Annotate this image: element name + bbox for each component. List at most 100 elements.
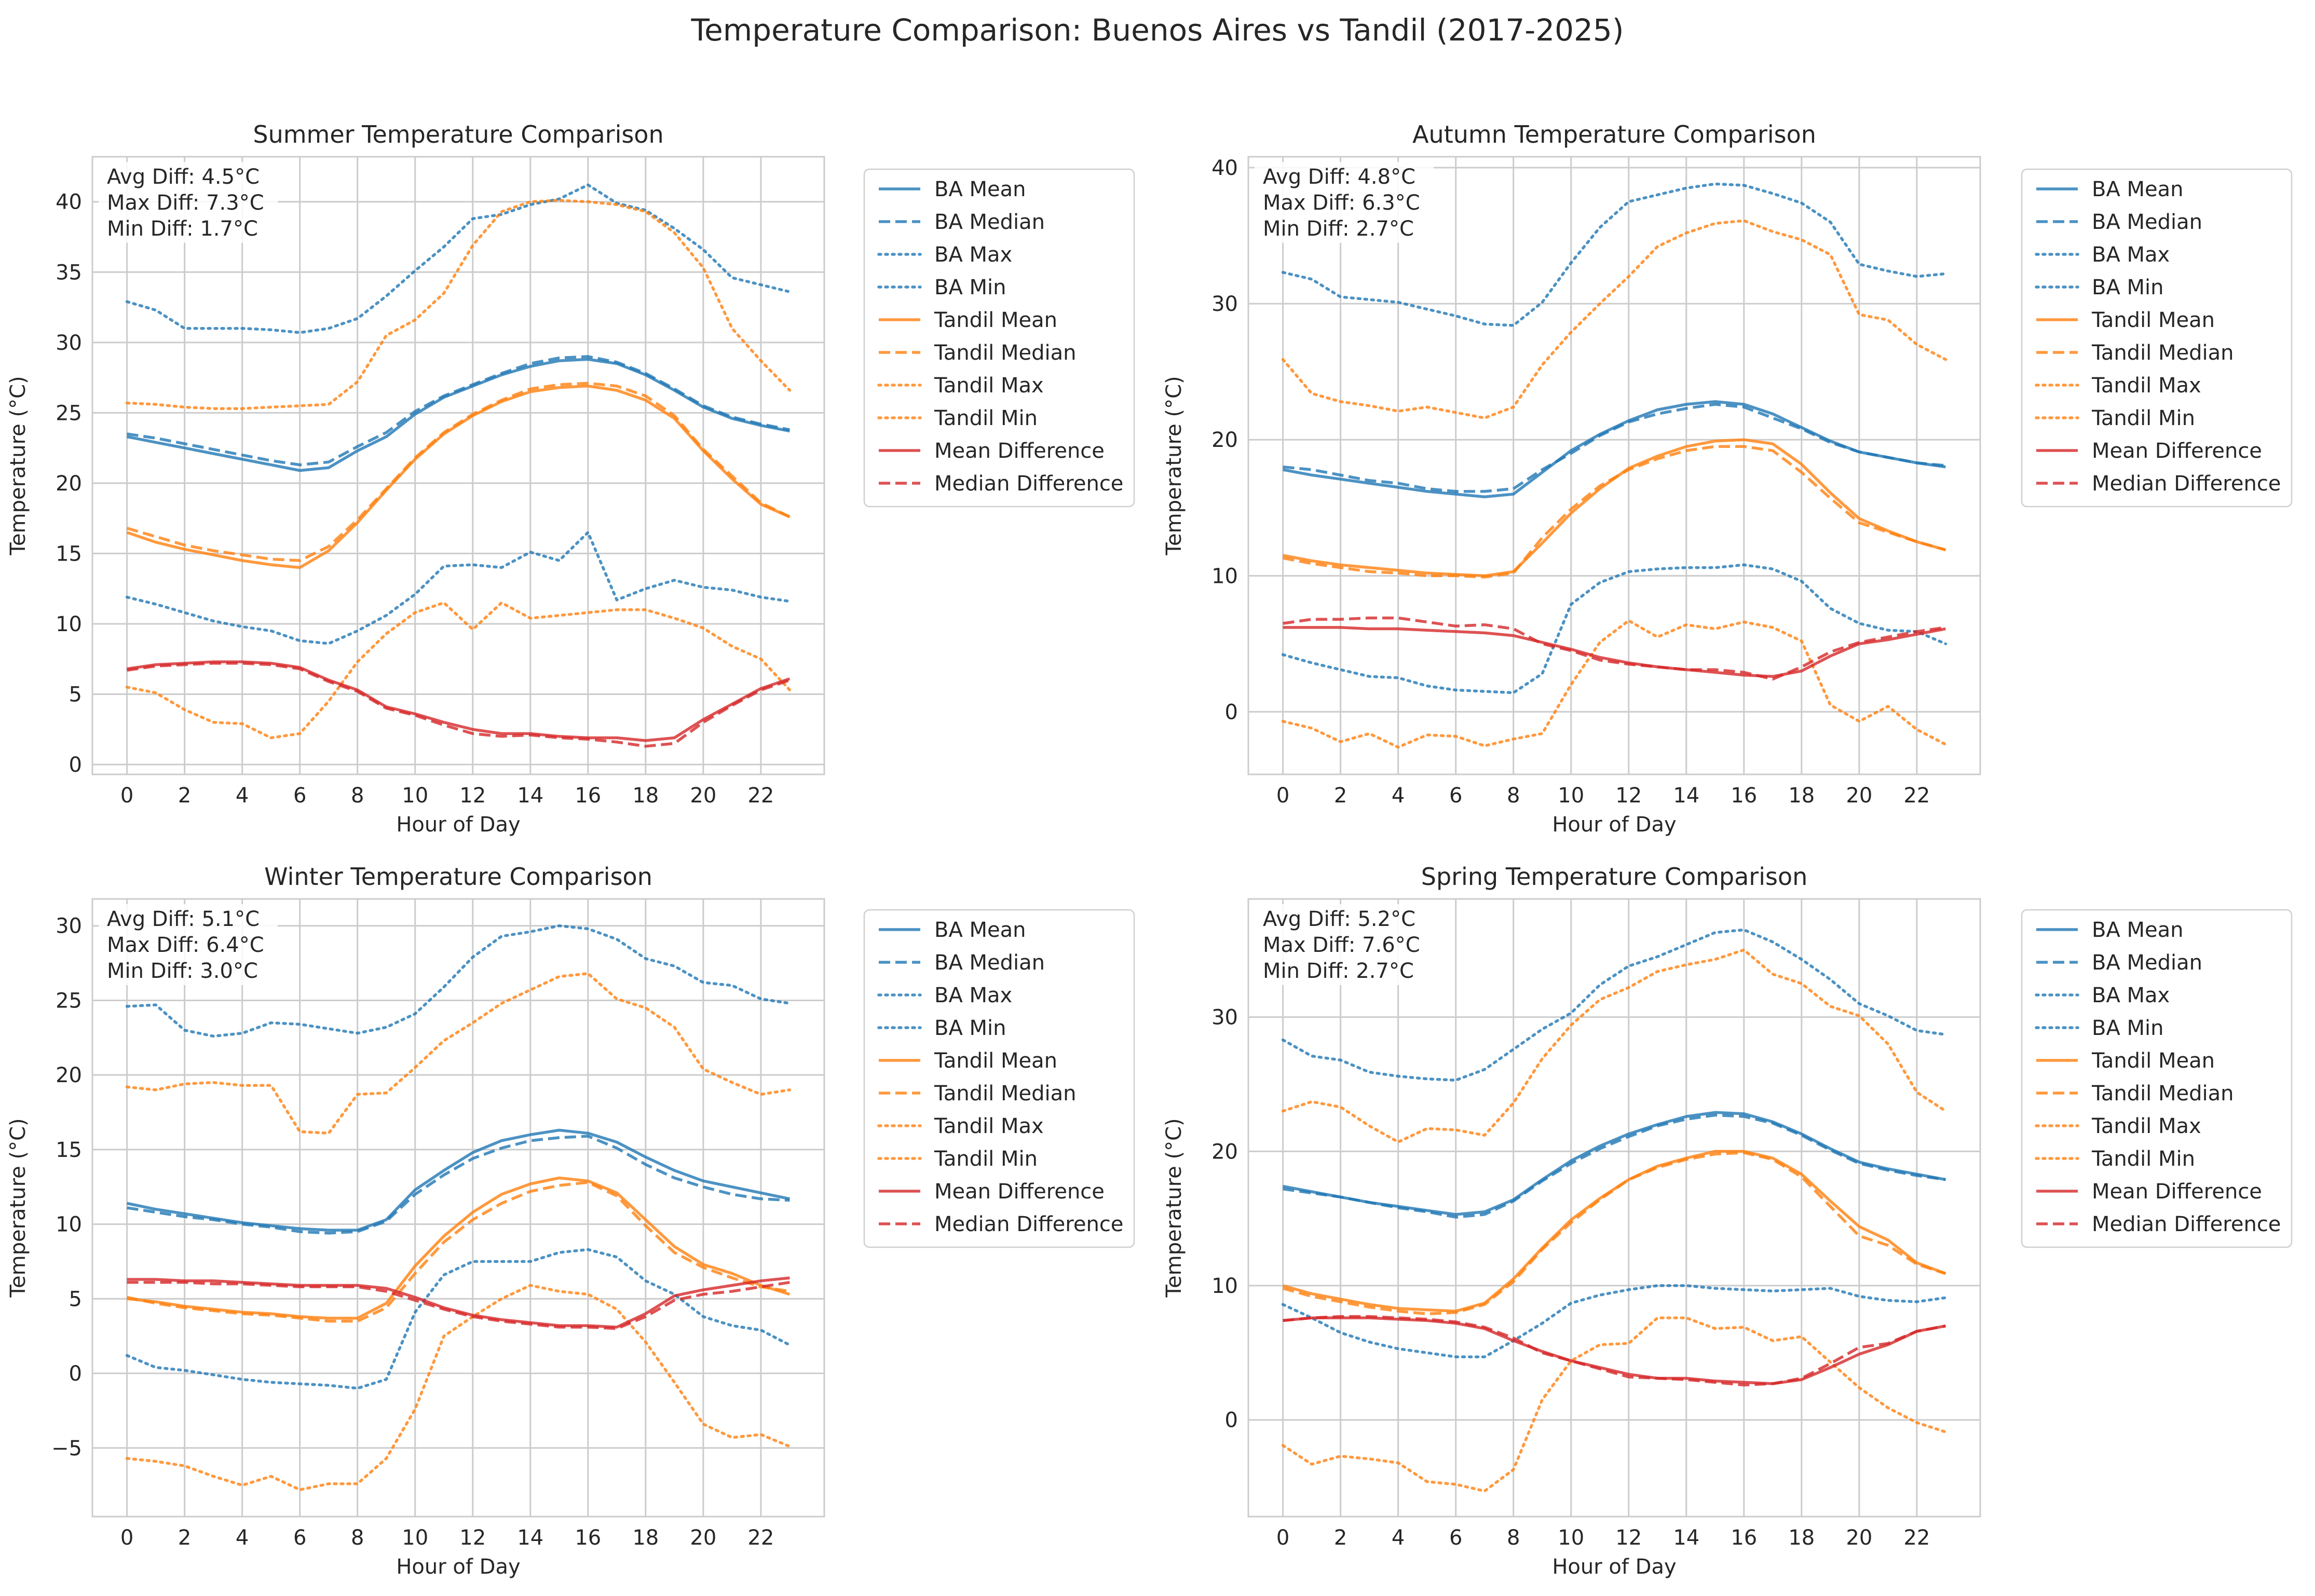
y-tick-label: 25: [56, 401, 82, 425]
x-tick-label: 6: [293, 784, 306, 808]
y-tick-label: 30: [1211, 292, 1238, 316]
y-tick-label: 10: [56, 612, 82, 636]
legend-label: Tandil Mean: [934, 308, 1057, 332]
y-tick-label: 20: [56, 1063, 82, 1087]
panel-title: Spring Temperature Comparison: [1421, 863, 1808, 891]
stats-text: Min Diff: 2.7°C: [1263, 959, 1414, 983]
series-line-d-median: [1283, 1315, 1946, 1387]
x-tick-label: 12: [1615, 1526, 1642, 1550]
x-tick-label: 2: [1334, 784, 1347, 808]
stats-text: Avg Diff: 4.5°C: [107, 165, 260, 189]
y-tick-label: 10: [56, 1213, 82, 1237]
series-line-t-min: [125, 1284, 792, 1492]
legend-label: Tandil Max: [934, 1114, 1044, 1138]
legend-label: Tandil Mean: [934, 1049, 1057, 1073]
legend-label: BA Min: [2092, 276, 2164, 299]
series-line-d-mean: [127, 660, 791, 742]
chart-panel: 0 2 4 6 8 10 12 14 16 18 20 22 −5 0 5 10 15 20 25 30 Winter …: [6, 863, 1135, 1579]
legend: BA Mean BA Median BA Max BA Min Tandil Mean T…: [2021, 168, 2293, 508]
legend-label: Median Difference: [934, 472, 1123, 496]
y-tick-label: 15: [56, 542, 82, 566]
x-axis-label: Hour of Day: [1552, 813, 1676, 837]
legend-label: Tandil Max: [2091, 1114, 2201, 1138]
y-tick-label: 0: [69, 753, 82, 777]
figure-title: Temperature Comparison: Buenos Aires vs …: [691, 12, 1624, 48]
x-tick-label: 14: [517, 1526, 543, 1550]
series-line-ba-median: [1283, 403, 1946, 493]
x-tick-label: 12: [459, 784, 486, 808]
x-tick-label: 22: [1903, 1526, 1930, 1550]
series-line-ba-mean: [127, 1128, 790, 1232]
x-tick-label: 6: [1449, 784, 1462, 808]
legend-label: Tandil Median: [934, 341, 1077, 365]
series-line-t-max: [1281, 219, 1948, 420]
stats-text: Min Diff: 3.0°C: [107, 959, 258, 983]
stats-box: [99, 162, 278, 243]
legend-label: Tandil Min: [2091, 406, 2195, 430]
legend-frame: [863, 168, 1135, 508]
legend-label: BA Mean: [934, 918, 1026, 942]
x-tick-label: 18: [1788, 784, 1815, 808]
x-tick-label: 16: [1731, 1526, 1757, 1550]
series-line-ba-min: [1281, 1284, 1948, 1358]
legend-label: Mean Difference: [934, 1180, 1105, 1204]
stats-text: Max Diff: 6.4°C: [107, 933, 264, 957]
x-tick-label: 22: [747, 784, 774, 808]
x-tick-label: 20: [690, 784, 716, 808]
y-axis-label: Temperature (°C): [6, 1118, 30, 1298]
y-tick-label: 0: [1225, 1409, 1238, 1433]
y-tick-label: 40: [56, 190, 82, 214]
x-tick-label: 2: [178, 784, 191, 808]
legend-label: Tandil Median: [2091, 1082, 2234, 1106]
series-line-t-median: [1283, 445, 1946, 579]
stats-text: Max Diff: 7.3°C: [107, 191, 264, 215]
y-tick-label: 40: [1211, 156, 1238, 180]
series-line-t-max: [125, 199, 792, 410]
series-line-ba-min: [125, 1248, 792, 1390]
legend-label: Tandil Min: [934, 1147, 1038, 1171]
chart-panel: 0 2 4 6 8 10 12 14 16 18 20 22 0 10 20 30 40 Autumn Tempe…: [1162, 120, 2293, 837]
series-line-t-min: [1281, 619, 1948, 749]
legend: BA Mean BA Median BA Max BA Min Tandil Mean T…: [863, 168, 1135, 508]
x-tick-label: 6: [1449, 1526, 1462, 1550]
x-tick-label: 22: [1903, 784, 1930, 808]
x-tick-label: 16: [1731, 784, 1757, 808]
x-tick-label: 4: [236, 784, 249, 808]
x-axis-label: Hour of Day: [1552, 1555, 1676, 1579]
y-axis-label: Temperature (°C): [6, 376, 30, 555]
legend-label: Median Difference: [2092, 472, 2281, 496]
series-line-ba-median: [1283, 1113, 1946, 1219]
panel-title: Autumn Temperature Comparison: [1412, 120, 1816, 148]
x-tick-label: 22: [747, 1526, 774, 1550]
x-tick-label: 20: [690, 1526, 716, 1550]
stats-text: Avg Diff: 5.2°C: [1263, 907, 1415, 931]
legend-label: BA Min: [934, 1016, 1006, 1040]
plot-frame: [1247, 156, 1981, 775]
series-line-d-mean: [127, 1276, 790, 1329]
series-line-t-mean: [1282, 1150, 1946, 1313]
series-line-d-median: [1283, 616, 1946, 681]
panel-title: Summer Temperature Comparison: [253, 120, 663, 148]
legend: BA Mean BA Median BA Max BA Min Tandil Mean T…: [863, 909, 1135, 1248]
series-line-t-median: [126, 381, 791, 562]
legend: BA Mean BA Median BA Max BA Min Tandil Mean T…: [2021, 909, 2293, 1248]
x-tick-label: 6: [293, 1526, 306, 1550]
x-tick-label: 12: [459, 1526, 486, 1550]
x-tick-label: 18: [632, 784, 659, 808]
legend-label: Median Difference: [2092, 1212, 2281, 1236]
x-tick-label: 8: [1507, 1526, 1520, 1550]
legend-label: BA Median: [934, 210, 1045, 234]
x-tick-label: 2: [178, 1526, 191, 1550]
legend-label: BA Mean: [2092, 918, 2184, 942]
legend-label: BA Max: [2092, 984, 2170, 1007]
chart-panel: 0 2 4 6 8 10 12 14 16 18 20 22 0 10 20 30 Spring Tempera…: [1162, 863, 2293, 1579]
legend-label: Mean Difference: [2092, 439, 2262, 463]
series-line-ba-max: [125, 924, 792, 1038]
x-tick-label: 0: [120, 784, 133, 808]
series-line-t-max: [125, 972, 792, 1135]
legend-label: BA Mean: [2092, 178, 2184, 201]
x-tick-label: 10: [402, 784, 428, 808]
legend-label: BA Max: [2092, 243, 2170, 267]
series-line-t-median: [127, 1181, 790, 1323]
legend-frame: [2021, 909, 2293, 1248]
